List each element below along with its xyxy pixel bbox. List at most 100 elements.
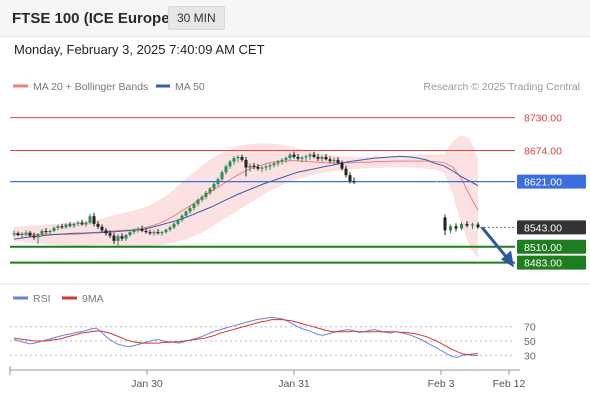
candle-body (12, 233, 16, 235)
level-label-resistance: 8730.00 (524, 113, 562, 125)
candle-body (304, 156, 308, 158)
candle-body (232, 158, 236, 162)
candle-body (292, 154, 296, 157)
rsi-level-label: 30 (524, 350, 536, 362)
candle-body (224, 166, 228, 173)
forecast-arrow-head (501, 250, 514, 268)
candle-body (465, 223, 469, 226)
rsi-legend-label: RSI (33, 293, 51, 305)
level-label-pivot: 8621.00 (524, 177, 562, 189)
source-credit: Research © 2025 Trading Central (423, 81, 580, 93)
chart-datetime: Monday, February 3, 2025 7:40:09 AM CET (14, 42, 265, 57)
candle-body (220, 172, 224, 180)
candle-body (140, 229, 144, 231)
candle-body (328, 159, 332, 162)
level-badge-pivot (517, 174, 586, 189)
candle-body (443, 217, 447, 231)
candle-body (272, 163, 276, 166)
level-badge-support (517, 239, 586, 254)
candle-body (264, 166, 268, 168)
level-badge-current (517, 220, 586, 235)
candle-body (72, 223, 76, 226)
candle-body (296, 156, 300, 159)
x-tick-label: Feb 12 (493, 378, 526, 390)
candle-body (312, 154, 316, 157)
candles-layer (12, 151, 480, 246)
chart-header: FTSE 100 (ICE Europe) 30 MIN (0, 0, 590, 37)
level-lines-layer (10, 117, 515, 264)
candle-body (48, 230, 52, 233)
candle-body (316, 156, 320, 159)
candle-body (260, 167, 264, 169)
candle-body (348, 175, 352, 182)
candle-body (320, 156, 324, 159)
ma50-line (13, 155, 479, 240)
bollinger-band (14, 135, 478, 259)
candle-body (108, 233, 112, 236)
candle-body (240, 156, 244, 160)
candle-body (64, 224, 68, 228)
candle-body (156, 232, 160, 234)
candle-body (176, 219, 180, 224)
candle-body (80, 222, 84, 225)
candle-body (92, 216, 96, 224)
candle-body (252, 165, 256, 167)
candle-body (454, 226, 458, 229)
x-tick-label: Feb 3 (428, 378, 455, 390)
candle-body (24, 232, 28, 234)
candle-body (160, 232, 164, 234)
candle-body (184, 211, 188, 216)
candle-body (228, 161, 232, 167)
level-label-current: 8543.00 (524, 222, 562, 234)
candle-body (52, 227, 56, 231)
candle-body (84, 222, 88, 225)
candle-body (40, 230, 44, 235)
candle-body (28, 232, 32, 236)
candle-body (471, 224, 474, 226)
candle-body (324, 156, 328, 160)
ma50-legend-label: MA 50 (175, 81, 205, 93)
candle-body (288, 154, 292, 159)
candle-body (116, 236, 120, 241)
candle-body (256, 166, 260, 169)
candle-body (16, 233, 20, 236)
candle-body (88, 216, 92, 223)
candle-body (300, 157, 304, 159)
timeframe-button[interactable]: 30 MIN (168, 6, 225, 30)
candle-body (268, 165, 272, 167)
forecast-arrow-layer (480, 226, 514, 268)
candle-body (32, 235, 36, 238)
candle-body (284, 158, 288, 160)
candle-body (460, 223, 463, 229)
candle-body (276, 161, 280, 164)
candle-body (152, 232, 156, 234)
candle-body (124, 235, 128, 239)
instrument-title: FTSE 100 (ICE Europe) (12, 10, 175, 27)
candle-body (132, 230, 136, 233)
candle-body (332, 159, 336, 162)
x-tick-label: Jan 31 (278, 378, 310, 390)
level-label-resistance: 8674.00 (524, 145, 562, 157)
price-legend: MA 20 + Bollinger Bands MA 50 Research ©… (13, 81, 580, 93)
level-label-support: 8483.00 (524, 258, 562, 270)
candle-body (244, 159, 248, 168)
level-label-support: 8510.00 (524, 242, 562, 254)
candle-body (100, 226, 104, 231)
candle-body (112, 235, 116, 241)
candle-body (200, 196, 204, 200)
x-tick-label: Jan 30 (131, 378, 163, 390)
candle-body (280, 159, 284, 162)
candle-body (68, 224, 72, 226)
rsi-legend: RSI 9MA (13, 293, 104, 305)
level-labels-layer: 8730.00 8674.00 8621.00 8543.00 8510.00 8483.… (517, 113, 586, 270)
candle-body (104, 230, 108, 234)
candle-body (352, 181, 356, 183)
candle-body (188, 208, 192, 212)
candle-body (120, 236, 124, 239)
candle-body (248, 165, 252, 168)
candle-body (204, 192, 208, 197)
level-badge-support (517, 255, 586, 270)
candle-body (144, 230, 148, 233)
candle-body (212, 183, 216, 189)
